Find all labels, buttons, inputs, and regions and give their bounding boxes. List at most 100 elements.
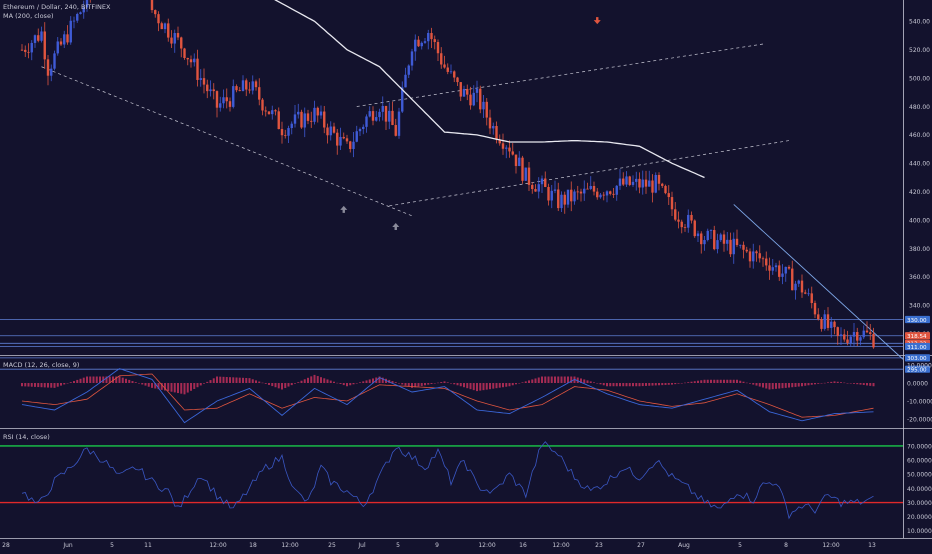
macd-histogram-bar [745,382,748,384]
candle-body [163,23,167,30]
macd-histogram-bar [437,382,439,384]
up-arrow-marker [392,222,400,230]
candle-body [196,58,199,80]
macd-histogram-bar [92,376,95,383]
macd-histogram-bar [60,383,62,386]
macd-histogram-bar [30,383,33,387]
x-axis-label: 16 [519,542,527,549]
x-axis-label: 18 [249,542,257,549]
candle-body [342,136,345,139]
rsi-tick-label: 40.0000 [907,486,932,493]
candle-body [345,138,349,142]
candle-body [612,193,615,195]
candle-body [85,0,89,8]
x-axis-label: 12:00 [822,542,839,549]
macd-histogram-bar [736,379,738,383]
x-axis-label: 12:00 [281,542,298,549]
x-axis-label: 12:00 [552,542,569,549]
macd-histogram-bar [797,383,800,387]
macd-histogram-bar [381,377,384,383]
macd-histogram-bar [313,374,316,383]
rsi-tick-label: 30.0000 [907,500,932,507]
price-tick-label: 340.00 [909,303,930,310]
macd-histogram-bar [238,377,241,383]
macd-histogram-bar [775,383,777,389]
candle-body [436,42,440,54]
x-axis-label: Aug [678,542,690,549]
macd-histogram-bar [411,383,413,388]
macd-histogram-bar [563,376,566,383]
candle-body [547,186,550,201]
candle-body [859,337,862,341]
macd-histogram-bar [433,383,436,384]
macd-histogram-bar [781,383,784,389]
candle-body [167,23,170,38]
macd-histogram-bar [732,379,735,383]
macd-histogram-bar [297,382,300,383]
macd-histogram-bar [206,381,209,383]
macd-histogram-bar [79,378,82,383]
candle-body [667,193,670,198]
macd-histogram-bar [810,383,813,385]
candle-body [79,12,82,15]
candle-body [59,41,63,45]
macd-histogram-bar [365,380,368,383]
macd-histogram-bar [235,377,238,383]
candle-body [72,20,76,22]
macd-histogram-bar [677,383,680,384]
x-axis-label: 9 [435,542,439,549]
macd-histogram-bar [128,379,131,383]
macd-histogram-bar [170,383,173,392]
macd-histogram-bar [144,383,147,386]
macd-histogram-bar [768,383,771,390]
candle-body [24,49,27,52]
candle-body [787,266,791,269]
macd-histogram-bar [417,383,420,387]
macd-histogram-bar [121,377,124,383]
macd-histogram-bar [836,381,839,383]
macd-histogram-bar [43,383,46,388]
macd-histogram-bar [602,383,605,386]
macd-signal-line [21,373,874,418]
macd-histogram-bar [866,383,868,386]
candle-body [722,234,726,244]
macd-histogram-bar [53,383,56,388]
macd-histogram-bar [700,380,703,383]
price-tag-label: 311.00 [907,345,927,351]
candle-body [219,103,222,108]
macd-histogram-bar [326,379,329,383]
candle-body [488,117,492,129]
candle-body [157,14,160,24]
candle-body [579,191,583,194]
macd-histogram-bar [830,381,833,383]
macd-histogram-bar [638,383,641,387]
macd-histogram-bar [674,383,677,385]
macd-histogram-bar [472,383,475,391]
candle-body [778,265,781,277]
candle-body [319,111,323,116]
ma200-line [274,0,705,179]
macd-histogram-bar [723,379,725,383]
macd-histogram-bar [716,379,719,383]
macd-histogram-bar [307,377,309,383]
candle-body [251,81,254,91]
candle-body [771,267,774,271]
candle-body [674,209,677,220]
macd-histogram-bar [27,383,30,387]
macd-histogram-bar [258,381,261,383]
macd-histogram-bar [394,382,397,383]
candle-body [768,265,771,271]
macd-histogram-bar [544,376,547,383]
macd-histogram-bar [352,383,355,385]
candle-body [199,78,202,80]
macd-histogram-bar [339,383,342,384]
candle-body [160,23,163,30]
macd-histogram-bar [557,376,560,383]
candle-body [232,86,235,107]
macd-histogram-bar [245,377,248,383]
macd-histogram-bar [596,383,599,384]
candle-body [53,53,56,69]
macd-histogram-bar [690,381,693,383]
macd-histogram-bar [645,383,647,386]
macd-histogram-bar [359,382,361,383]
